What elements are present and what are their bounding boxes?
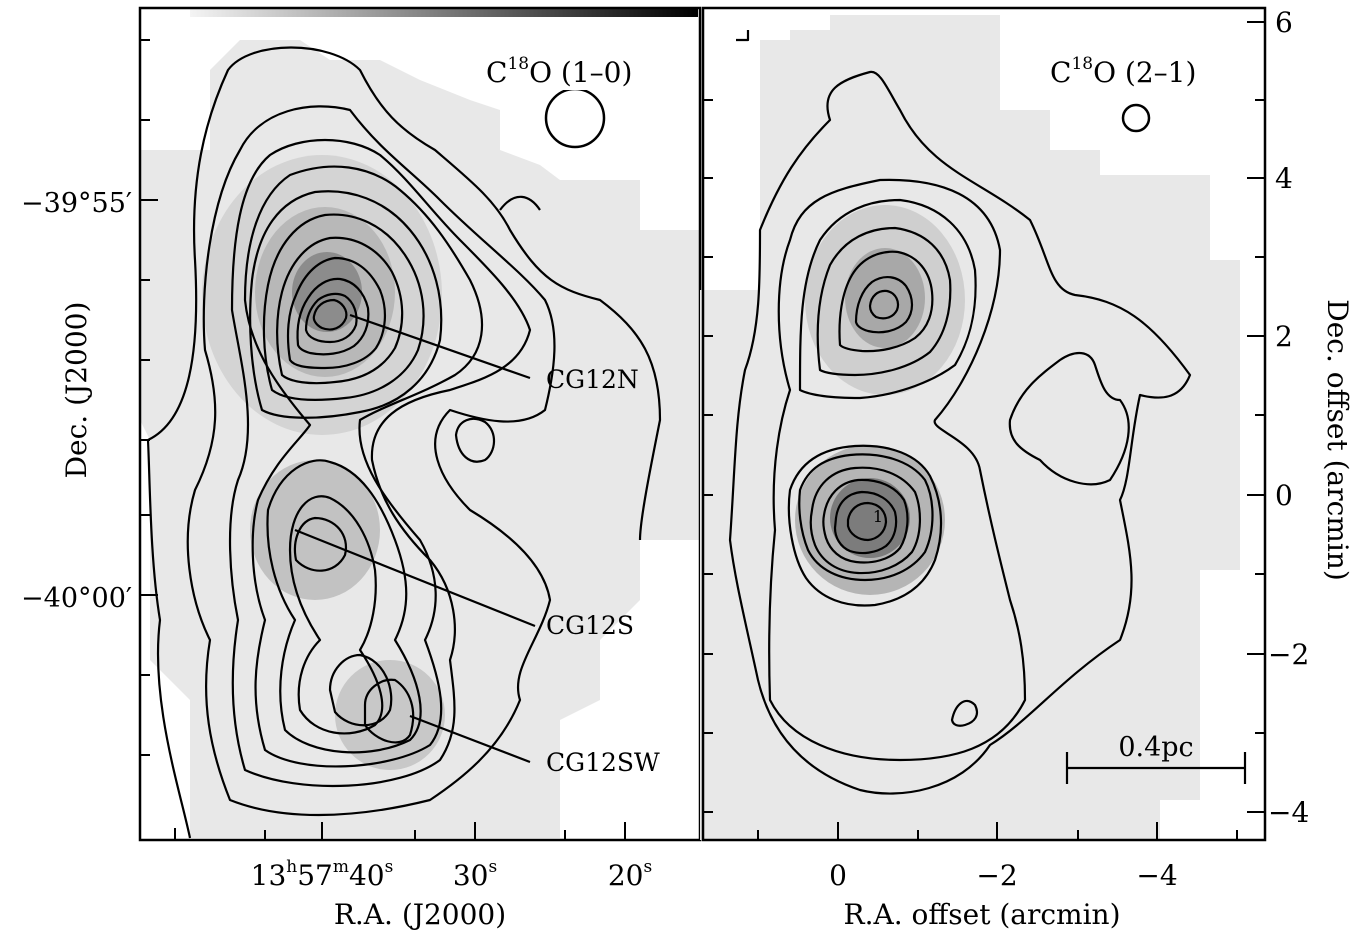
scalebar bbox=[1065, 752, 1247, 784]
pointer-cg12n bbox=[349, 313, 531, 380]
x-tick-label: −2 bbox=[976, 859, 1017, 892]
right-ticks bbox=[703, 21, 1265, 840]
left-beam-circle bbox=[544, 87, 606, 149]
x-tick-label: 0 bbox=[829, 859, 847, 892]
right-beam-circle bbox=[1121, 103, 1151, 133]
right-contours bbox=[728, 30, 1192, 795]
peak-marker: 1 bbox=[873, 507, 883, 526]
right-frame bbox=[701, 6, 1267, 842]
dec-tick-label: −39°55′ bbox=[21, 188, 132, 219]
y-tick-label: 2 bbox=[1275, 320, 1293, 353]
pointer-cg12sw bbox=[409, 714, 531, 764]
left-panel: C18O (1–0) CG12N CG12S CG12SW −39°55′ −4… bbox=[21, 6, 702, 931]
source-label-cg12sw: CG12SW bbox=[546, 748, 660, 777]
ra-tick-label: 13h57m40s bbox=[251, 857, 394, 892]
right-ylabel: Dec. offset (arcmin) bbox=[1321, 299, 1353, 581]
left-contours bbox=[146, 46, 662, 839]
source-label-cg12n: CG12N bbox=[546, 365, 639, 394]
y-tick-label: −2 bbox=[1268, 638, 1309, 671]
y-tick-label: −4 bbox=[1268, 796, 1309, 829]
ra-tick-label: 30s bbox=[453, 857, 497, 892]
y-tick-label: 4 bbox=[1275, 162, 1293, 195]
left-ticks bbox=[140, 39, 626, 840]
dec-tick-label: −40°00′ bbox=[21, 583, 132, 614]
source-label-cg12s: CG12S bbox=[546, 611, 634, 640]
y-tick-label: 0 bbox=[1275, 479, 1293, 512]
right-title: C18O (2–1) bbox=[1050, 54, 1196, 89]
pointer-cg12s bbox=[294, 528, 536, 628]
left-xlabel: R.A. (J2000) bbox=[334, 898, 506, 931]
colorbar bbox=[190, 8, 698, 17]
left-title: C18O (1–0) bbox=[486, 54, 632, 89]
left-ylabel: Dec. (J2000) bbox=[60, 302, 93, 479]
right-xlabel: R.A. offset (arcmin) bbox=[844, 898, 1121, 931]
scalebar-label: 0.4pc bbox=[1118, 732, 1193, 763]
ra-tick-label: 20s bbox=[608, 857, 652, 892]
right-panel: 0.4pc 1 bbox=[700, 6, 1353, 931]
x-tick-label: −4 bbox=[1136, 859, 1177, 892]
y-tick-label: 6 bbox=[1275, 6, 1293, 39]
